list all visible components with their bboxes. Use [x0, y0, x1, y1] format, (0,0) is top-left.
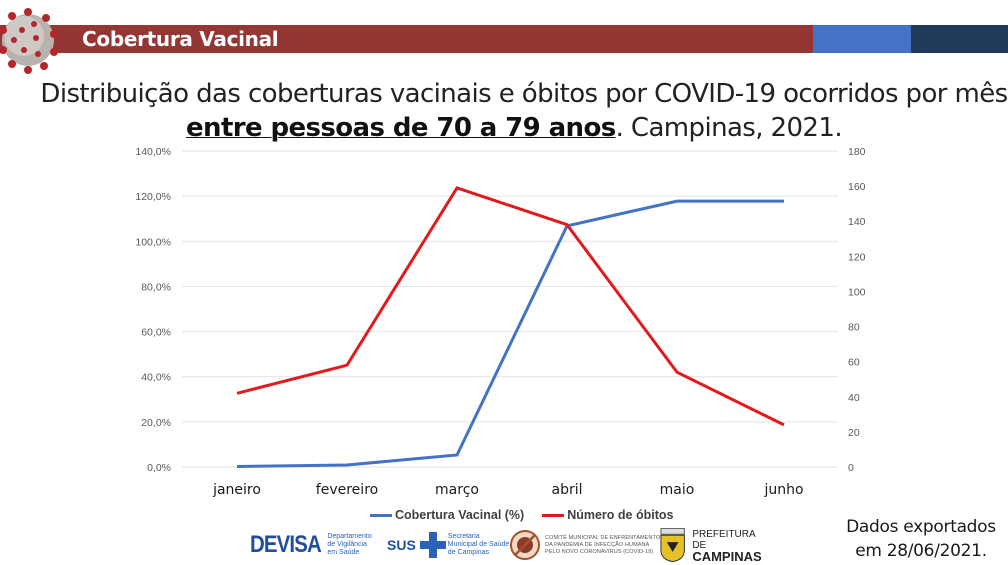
banner-navy-segment	[911, 25, 1008, 53]
devisa-subtitle: Departamento de Vigilância em Saúde	[327, 533, 371, 557]
coat-of-arms-icon	[660, 528, 685, 562]
devisa-sub-2: de Vigilância	[327, 541, 367, 548]
y-right-tick: 0	[848, 462, 854, 474]
sus-sub-2: Municipal de Saúde	[447, 541, 510, 548]
devisa-sub-3: em Saúde	[327, 549, 360, 556]
line-chart: 0,0% 20,0% 40,0% 60,0% 80,0% 100,0% 120,0% 140,…	[135, 146, 866, 498]
x-axis-label: junho	[763, 482, 803, 498]
y-right-tick: 60	[848, 357, 860, 369]
x-axis-label: fevereiro	[316, 482, 378, 498]
chart-legend: Cobertura Vacinal (%) Número de óbitos	[370, 508, 673, 522]
devisa-logo: DEVISA Departamento de Vigilância em Saú…	[250, 527, 372, 563]
y-right-tick: 140	[848, 216, 866, 228]
section-banner: Cobertura Vacinal	[0, 25, 1008, 53]
chart-title-emphasis: entre pessoas de 70 a 79 anos	[186, 113, 616, 143]
y-left-tick: 40,0%	[141, 372, 171, 384]
x-axis-label: maio	[660, 482, 695, 498]
chart-title-suffix: . Campinas, 2021.	[615, 113, 843, 143]
section-title: Cobertura Vacinal	[82, 27, 279, 51]
sus-logo: SUS Secretaria Municipal de Saúde de Cam…	[387, 527, 509, 563]
legend-item-obitos: Número de óbitos	[542, 508, 673, 522]
y-right-tick: 80	[848, 322, 860, 334]
prefeitura-logo: PREFEITURA DE CAMPINAS	[658, 527, 770, 563]
y-left-tick: 80,0%	[141, 281, 171, 293]
footer-logos: DEVISA Departamento de Vigilância em Saú…	[250, 527, 770, 563]
no-virus-icon	[510, 530, 540, 560]
comite-text: COMITÊ MUNICIPAL DE ENFRENTAMENTO DA PAN…	[545, 535, 660, 556]
coronavirus-icon	[0, 8, 58, 74]
banner-blue-segment	[813, 25, 911, 53]
sus-subtitle: Secretaria Municipal de Saúde de Campina…	[448, 533, 510, 557]
comite-line-3: PELO NOVO CORONAVÍRUS (COVID-19)	[545, 548, 654, 555]
y-left-tick: 140,0%	[135, 146, 171, 158]
comite-line-2: DA PANDEMIA DE INFECÇÃO HUMANA	[545, 541, 650, 548]
legend-label: Cobertura Vacinal (%)	[395, 508, 525, 522]
x-axis-label: março	[435, 482, 479, 498]
chart-title-line1: Distribuição das coberturas vacinais e ó…	[40, 79, 1008, 109]
y-left-tick: 120,0%	[135, 191, 171, 203]
y-left-tick: 100,0%	[135, 236, 171, 248]
sus-sub-3: de Campinas	[447, 549, 490, 556]
export-date-note: Dados exportados em 28/06/2021.	[836, 515, 1006, 563]
y-left-tick: 60,0%	[141, 327, 171, 339]
health-cross-icon	[419, 532, 446, 558]
legend-label: Número de óbitos	[567, 508, 674, 522]
prefeitura-top: PREFEITURA DE	[692, 528, 756, 551]
y-left-tick: 0,0%	[147, 462, 171, 474]
x-axis-label: abril	[551, 482, 582, 498]
y-right-tick: 120	[848, 251, 866, 263]
prefeitura-bottom: CAMPINAS	[692, 548, 762, 564]
export-note-line2: em 28/06/2021.	[855, 541, 987, 561]
banner-red-segment	[0, 25, 813, 53]
y-right-tick: 20	[848, 427, 860, 439]
legend-item-cobertura: Cobertura Vacinal (%)	[370, 508, 524, 522]
sus-wordmark: SUS	[387, 537, 416, 553]
series-line-obitos	[236, 186, 785, 427]
comite-line-1: COMITÊ MUNICIPAL DE ENFRENTAMENTO	[545, 534, 661, 541]
legend-swatch-red	[542, 513, 565, 517]
comite-logo: COMITÊ MUNICIPAL DE ENFRENTAMENTO DA PAN…	[510, 527, 660, 563]
devisa-sub-1: Departamento	[327, 533, 372, 540]
sus-sub-1: Secretaria	[447, 533, 480, 540]
export-note-line1: Dados exportados	[846, 517, 996, 537]
y-left-tick: 20,0%	[141, 417, 171, 429]
y-right-tick: 180	[848, 146, 866, 158]
legend-swatch-blue	[370, 513, 392, 517]
y-right-tick: 100	[848, 286, 866, 298]
y-right-tick: 160	[848, 181, 866, 193]
series-line-cobertura	[236, 199, 784, 468]
prefeitura-text: PREFEITURA DE CAMPINAS	[692, 528, 770, 564]
devisa-wordmark: DEVISA	[250, 531, 322, 558]
x-axis-label: janeiro	[212, 482, 261, 498]
chart-title-line2: entre pessoas de 70 a 79 anos. Campinas,…	[0, 112, 1008, 144]
y-right-tick: 40	[848, 392, 860, 404]
